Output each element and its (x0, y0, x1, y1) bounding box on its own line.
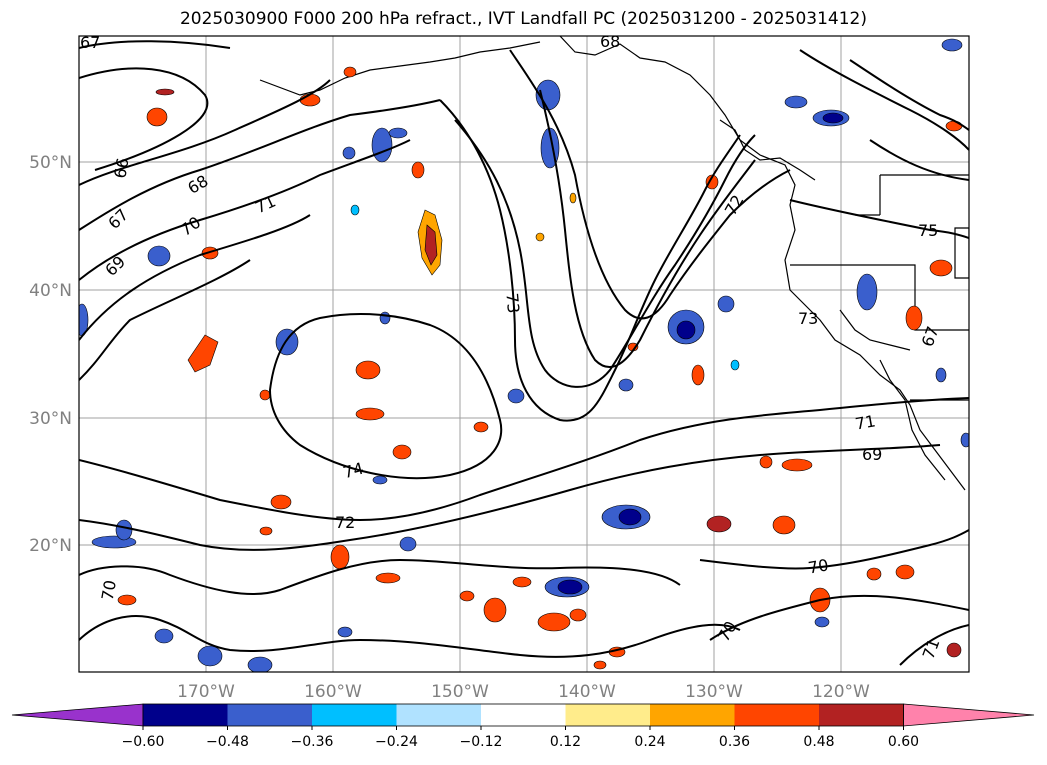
contour-label: 71 (854, 411, 877, 433)
lon-label: 160°W (304, 682, 362, 702)
contour-label: 73 (798, 309, 818, 328)
lon-label: 130°W (685, 682, 743, 702)
contour-label: 75 (918, 221, 938, 240)
longitude-labels: 170°W 160°W 150°W 140°W 130°W 120°W (177, 682, 870, 702)
contour-label: 67 (104, 205, 132, 233)
colorbar-tick-label: 0.36 (719, 734, 750, 750)
colorbar-segment (565, 704, 651, 726)
lat-label: 20°N (29, 536, 72, 556)
colorbar-segment (143, 704, 228, 726)
colorbar-extend-low (11, 703, 144, 727)
latitude-labels: 50°N 40°N 30°N 20°N (29, 153, 72, 556)
positive-anomalies (117, 66, 963, 670)
colorbar-tick-label: −0.24 (375, 734, 418, 750)
map-frame (78, 35, 970, 673)
colorbar-segment (396, 704, 482, 726)
lon-label: 150°W (431, 682, 489, 702)
contour-label: 69 (101, 252, 129, 280)
negative-anomalies (79, 38, 969, 672)
colorbar-segment (734, 704, 820, 726)
contour-label: 67 (80, 33, 100, 52)
colorbar: −0.60 −0.48 −0.36 −0.24 −0.12 0.12 0.24 0.36 0.4… (11, 703, 1035, 750)
contour-label: 68 (600, 32, 620, 51)
colorbar-frame (142, 703, 904, 727)
colorbar-segment (312, 704, 397, 726)
contour-label: 74 (341, 459, 366, 483)
contour-label: 73 (502, 292, 523, 314)
lon-label: 120°W (812, 682, 870, 702)
contour-label: 72 (335, 513, 355, 532)
colorbar-segment (819, 704, 904, 726)
contour-label: 71 (919, 636, 944, 662)
contour-label: 68 (184, 171, 211, 198)
contour-label: 72 (721, 192, 748, 219)
colorbar-segment (481, 704, 566, 726)
colorbar-tick-label: 0.12 (550, 734, 581, 750)
colorbar-tick-label: −0.36 (291, 734, 334, 750)
colorbar-extend-high (903, 703, 1035, 727)
colorbar-tick-label: 0.60 (888, 734, 919, 750)
contour-label: 70 (807, 555, 830, 577)
lat-label: 50°N (29, 153, 72, 173)
colorbar-segment (650, 704, 735, 726)
contour-label: 70 (177, 213, 205, 240)
contour-label: 70 (714, 618, 741, 645)
colorbar-tick-label: 0.48 (803, 734, 834, 750)
contour-label: 67 (918, 324, 943, 350)
colorbar-segment (227, 704, 313, 726)
lon-label: 170°W (177, 682, 235, 702)
contour-lines (79, 40, 969, 666)
colorbar-tick-label: 0.24 (634, 734, 665, 750)
colorbar-tick-label: −0.12 (460, 734, 503, 750)
contour-label: 69 (862, 445, 882, 464)
contour-label: 66 (110, 156, 132, 179)
contour-label: 70 (98, 579, 120, 602)
lat-label: 30°N (29, 409, 72, 429)
colorbar-tick-label: −0.48 (206, 734, 249, 750)
chart-title: 2025030900 F000 200 hPa refract., IVT La… (179, 9, 867, 29)
lat-label: 40°N (29, 281, 72, 301)
lon-label: 140°W (558, 682, 616, 702)
colorbar-tick-label: −0.60 (122, 734, 165, 750)
